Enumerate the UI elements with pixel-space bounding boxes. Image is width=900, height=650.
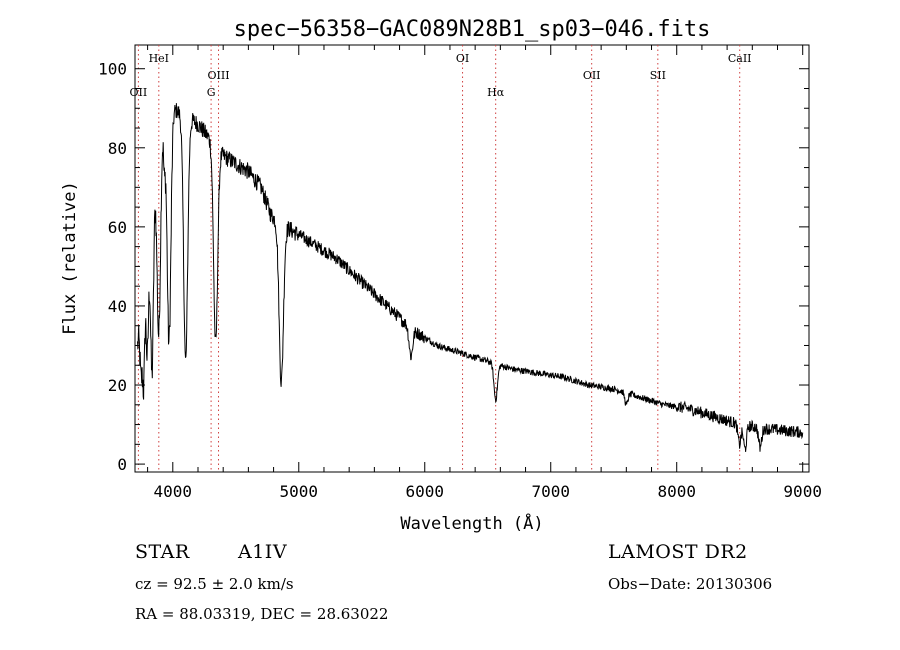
line-label: SII [650, 69, 666, 82]
object-subclass: A1IV [238, 541, 288, 563]
x-axis-label: Wavelength (Å) [400, 512, 543, 534]
line-label: OIII [207, 69, 229, 82]
object-class: STAR [135, 541, 190, 563]
x-tick-label: 7000 [531, 482, 570, 501]
spectrum-line [137, 103, 804, 452]
ra-dec: RA = 88.03319, DEC = 28.63022 [135, 605, 389, 623]
x-tick-label: 4000 [154, 482, 193, 501]
y-tick-label: 60 [108, 218, 127, 237]
x-tick-label: 6000 [405, 482, 444, 501]
line-label: OII [130, 86, 148, 99]
y-tick-label: 0 [117, 455, 127, 474]
y-tick-label: 80 [108, 139, 127, 158]
line-label: HeI [149, 52, 169, 65]
y-axis-label: Flux (relative) [60, 181, 80, 335]
y-tick-label: 40 [108, 297, 127, 316]
line-label: OII [583, 69, 601, 82]
cz-value: cz = 92.5 ± 2.0 km/s [135, 575, 294, 593]
plot-frame [134, 44, 810, 473]
x-tick-label: 9000 [783, 482, 822, 501]
line-label: G [207, 86, 216, 99]
y-tick-label: 100 [98, 60, 127, 79]
survey-name: LAMOST DR2 [608, 541, 748, 563]
emission-line-markers: OII HeI OIII G OI Hα OII SII CaII [130, 45, 752, 472]
y-tick-label: 20 [108, 376, 127, 395]
line-label: Hα [487, 86, 505, 99]
line-label: CaII [728, 52, 752, 65]
x-tick-label: 5000 [280, 482, 319, 501]
x-tick-label: 8000 [657, 482, 696, 501]
spectrum-series [137, 103, 804, 452]
chart-title: spec−56358−GAC089N28B1_sp03−046.fits [234, 17, 711, 42]
obs-date: Obs−Date: 20130306 [608, 575, 773, 593]
line-label: OI [456, 52, 469, 65]
axes: 4000 5000 6000 7000 8000 9000 0 20 40 60 80 100 [98, 45, 822, 501]
